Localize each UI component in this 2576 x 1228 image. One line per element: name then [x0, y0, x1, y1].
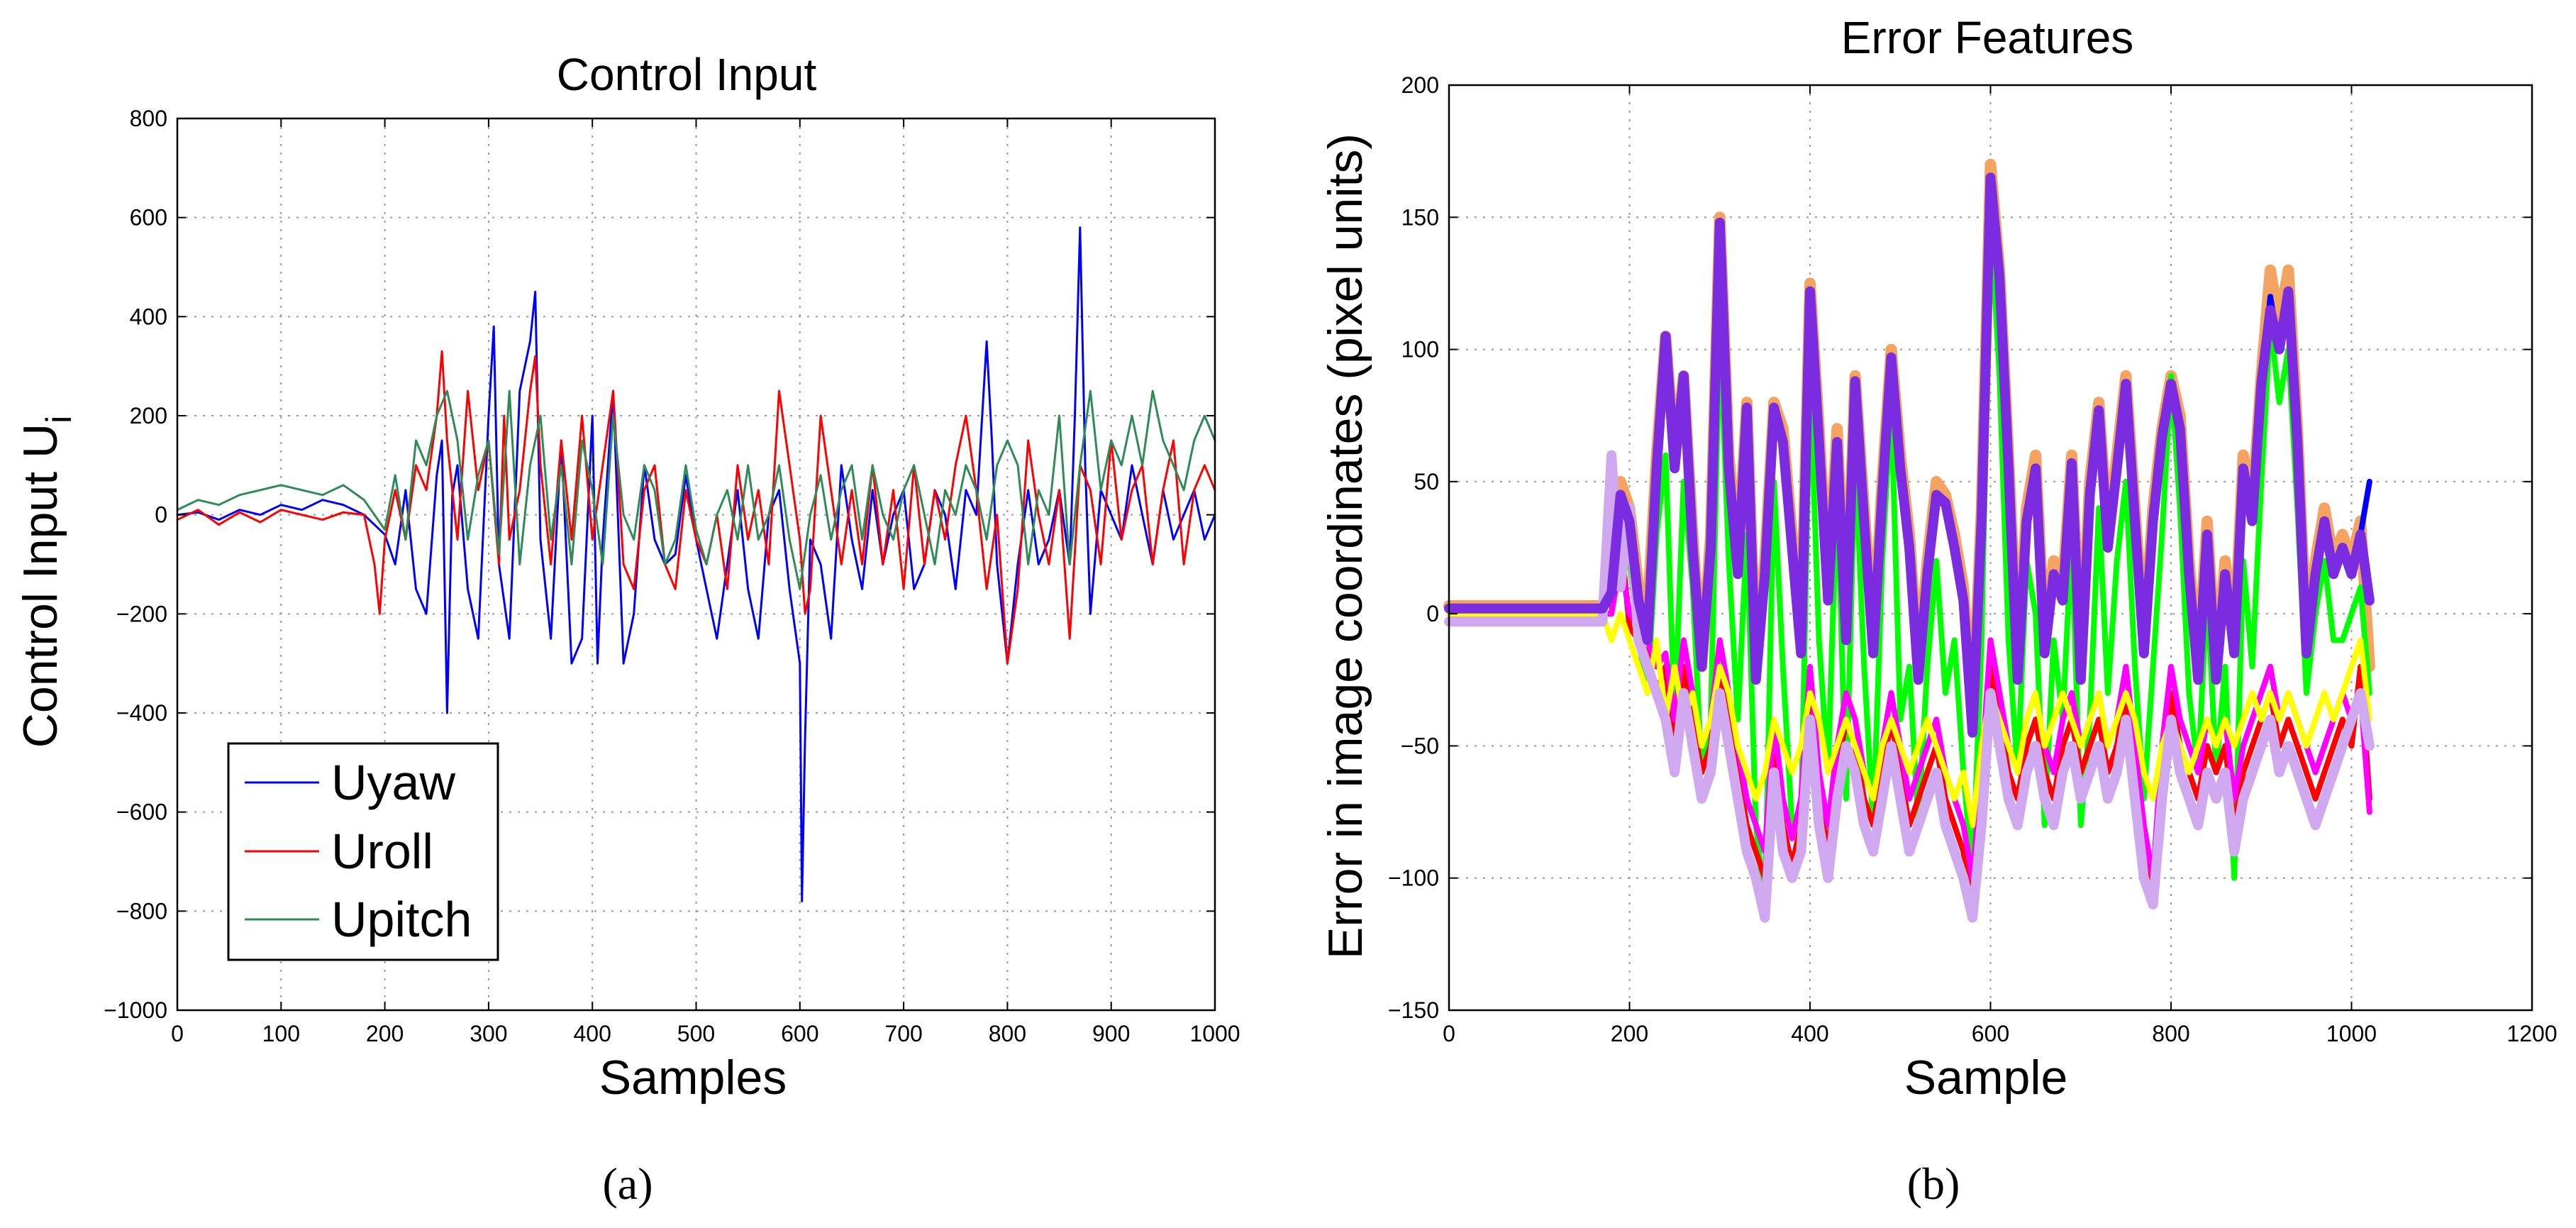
x-tick-label: 1000: [2326, 1021, 2377, 1046]
x-tick-label: 900: [1092, 1021, 1130, 1046]
y-tick-label: 600: [130, 205, 167, 231]
y-tick-label: −150: [1388, 997, 1439, 1023]
x-tick-label: 1200: [2506, 1021, 2557, 1046]
y-tick-label: 100: [1401, 337, 1439, 363]
x-tick-label: 1000: [1189, 1021, 1240, 1046]
chart-a-xlabel: Samples: [599, 1051, 787, 1105]
chart-b-xlabel: Sample: [1904, 1051, 2068, 1105]
chart-b-x-ticks: 0 200 400 600 800 1000 1200: [1443, 85, 2558, 1046]
y-tick-label: −800: [116, 898, 167, 924]
chart-a-ylabel-group: Control Input Ui: [13, 416, 79, 748]
x-tick-label: 500: [677, 1021, 715, 1046]
chart-a-ylabel: Control Input Ui: [13, 416, 79, 748]
error-features-chart: Error Features 0 200 400 600 800 1000 1200 −15…: [1318, 12, 2558, 1209]
subfigure-label-a: (a): [602, 1158, 653, 1209]
chart-a-ylabel-main: Control Input U: [13, 424, 67, 748]
chart-b-title: Error Features: [1841, 12, 2134, 63]
x-tick-label: 200: [1611, 1021, 1648, 1046]
chart-b-y-ticks: −150 −100 −50 0 50 100 150 200: [1388, 72, 2532, 1023]
legend-label-uyaw: Uyaw: [331, 755, 455, 810]
x-tick-label: 800: [989, 1021, 1026, 1046]
series-line-feature-purple: [1444, 172, 2375, 738]
y-tick-label: 0: [1426, 601, 1439, 626]
x-tick-label: 400: [574, 1021, 611, 1046]
y-tick-label: −400: [116, 700, 167, 726]
x-tick-label: 200: [366, 1021, 404, 1046]
y-tick-label: −50: [1401, 733, 1439, 758]
x-tick-label: 800: [2152, 1021, 2189, 1046]
x-tick-label: 700: [884, 1021, 922, 1046]
chart-a-series: [176, 226, 1216, 902]
chart-a-ylabel-subscript: i: [39, 416, 79, 424]
series-line-feature-yellow: [1446, 611, 2372, 829]
chart-a-title: Control Input: [557, 49, 817, 100]
chart-b-ylabel-group: Error in image coordinates (pixel units): [1318, 133, 1372, 959]
legend-label-uroll: Uroll: [331, 824, 433, 879]
chart-a-y-ticks: −1000 −800 −600 −400 −200 0 200 400 600 800: [104, 106, 1215, 1023]
y-tick-label: −100: [1388, 865, 1439, 891]
y-tick-label: −600: [116, 800, 167, 825]
legend-label-upitch: Upitch: [331, 892, 472, 947]
y-tick-label: −1000: [104, 997, 167, 1023]
x-tick-label: 600: [1972, 1021, 2009, 1046]
x-tick-label: 300: [470, 1021, 507, 1046]
series-line-uyaw: [176, 226, 1216, 902]
x-tick-label: 100: [262, 1021, 300, 1046]
chart-a-x-ticks: 0 100 200 300 400 500 600 700 800 900 1000: [171, 118, 1240, 1046]
subfigure-label-b: (b): [1907, 1158, 1960, 1209]
y-tick-label: 150: [1401, 204, 1439, 230]
y-tick-label: 400: [130, 304, 167, 329]
y-tick-label: 200: [1401, 72, 1439, 98]
chart-b-series: [1443, 158, 2375, 923]
y-tick-label: 800: [130, 106, 167, 131]
chart-a-legend: Uyaw Uroll Upitch: [227, 742, 499, 961]
series-line-uroll: [176, 350, 1216, 665]
x-tick-label: 0: [1443, 1021, 1455, 1046]
x-tick-label: 0: [171, 1021, 184, 1046]
series-line-upitch: [176, 389, 1216, 590]
x-tick-label: 600: [781, 1021, 818, 1046]
series-line-feature-lavender: [1444, 450, 2375, 923]
x-tick-label: 400: [1791, 1021, 1828, 1046]
y-tick-label: 50: [1414, 469, 1439, 494]
y-tick-label: 200: [130, 403, 167, 428]
y-tick-label: −200: [116, 601, 167, 626]
y-tick-label: 0: [155, 502, 167, 528]
chart-b-ylabel: Error in image coordinates (pixel units): [1318, 133, 1372, 959]
control-input-chart: Control Input 0 100 200 300 400 500 600 700 800 9…: [13, 49, 1240, 1209]
